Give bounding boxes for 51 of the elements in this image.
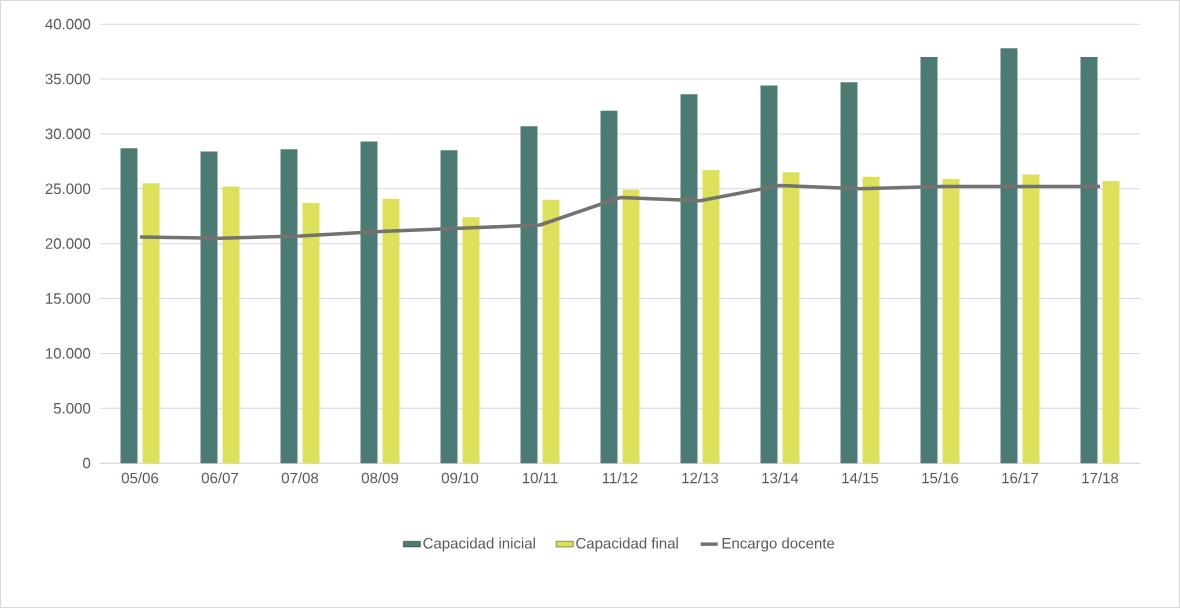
bar [142,183,160,464]
y-tick-label: 20.000 [45,238,91,249]
bar [542,199,560,464]
y-tick-label: 5.000 [53,402,91,414]
x-tick-label: 15/16 [922,472,959,484]
x-tick-label: 09/10 [441,472,479,484]
bar [1000,48,1018,464]
bar [702,170,720,464]
bar [920,57,938,464]
bar [1080,57,1098,464]
bar [520,126,538,464]
x-tick-label: 08/09 [361,472,399,484]
legend-label: Capacidad inicial [423,537,535,552]
x-tick-label: 10/11 [522,472,558,484]
x-tick-label: 06/07 [201,472,239,484]
bar [200,151,218,464]
bar [622,189,640,464]
x-tick-label: 16/17 [1002,472,1039,484]
bar [680,94,698,464]
legend-label: Encargo docente [722,537,835,552]
y-tick-label: 30.000 [45,128,91,140]
bar [120,148,138,464]
bar [382,198,400,464]
bar [760,85,778,464]
x-tick-label: 07/08 [281,472,319,484]
x-tick-label: 17/18 [1082,472,1119,484]
x-tick-label: 12/13 [682,472,719,484]
x-tick-label: 14/15 [842,472,879,484]
bar [440,150,458,464]
y-tick-label: 15.000 [46,293,91,304]
bar [222,186,240,464]
bar [782,172,800,464]
x-tick-label: 13/14 [762,472,799,484]
bar [942,178,960,464]
bar [1022,174,1040,464]
y-tick-label: 40.000 [45,18,91,30]
bar [840,82,858,464]
bar [360,141,378,464]
bar [600,110,618,464]
y-tick-label: 0 [83,457,91,469]
bar [302,203,320,464]
x-tick-label: 11/12 [602,472,638,484]
bar [1102,181,1120,464]
y-tick-label: 25.000 [45,183,91,195]
x-tick-label: 05/06 [121,472,159,484]
y-tick-label: 10.000 [46,348,91,359]
bar [280,149,298,464]
bar [862,176,880,464]
legend-label: Capacidad final [576,537,678,552]
bar [462,217,480,464]
y-tick-label: 35.000 [45,73,91,85]
